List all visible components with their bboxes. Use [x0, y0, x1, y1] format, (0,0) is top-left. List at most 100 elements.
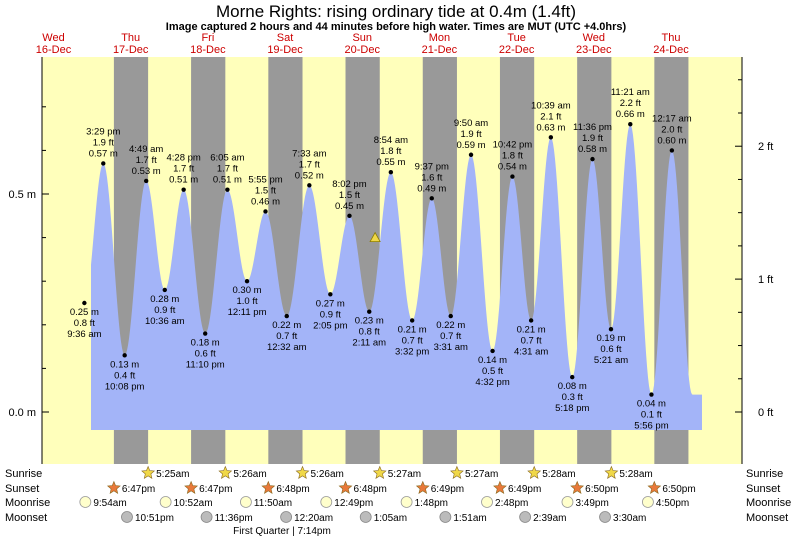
- right-tick-label: 1 ft: [758, 274, 773, 286]
- day-name-label: Sat: [277, 32, 294, 44]
- low-tide-label: 5:18 pm: [555, 403, 589, 414]
- low-tide-label: 2:05 pm: [313, 320, 347, 331]
- high-tide-label: 4:49 am: [129, 144, 163, 155]
- low-tide-label: 0.7 ft: [440, 331, 461, 342]
- low-tide-label: 0.6 ft: [600, 344, 621, 355]
- low-tide-point: [608, 326, 614, 332]
- high-tide-label: 1.7 ft: [173, 164, 194, 175]
- day-date-label: 24-Dec: [653, 44, 689, 56]
- left-axis-ticks: 0.5 m 0.0 m: [8, 106, 49, 419]
- tide-area: [91, 124, 702, 431]
- high-tide-label: 10:39 am: [531, 100, 571, 111]
- moonset-time: 11:36pm: [215, 513, 253, 524]
- high-tide-point: [225, 187, 230, 192]
- sunrise-time: 5:26am: [233, 469, 266, 480]
- moonrise-time: 3:49pm: [575, 498, 608, 509]
- low-tide-label: 3:31 am: [434, 342, 468, 353]
- low-tide-label: 0.27 m: [316, 298, 345, 309]
- low-tide-point: [284, 313, 289, 319]
- high-tide-label: 0.53 m: [132, 166, 161, 177]
- low-tide-label: 9:36 am: [67, 329, 101, 340]
- high-tide-label: 0.60 m: [657, 135, 686, 146]
- day-name-label: Wed: [42, 32, 64, 44]
- low-tide-label: 0.13 m: [110, 359, 139, 370]
- low-tide-point: [528, 318, 534, 323]
- moonset-time: 2:39am: [533, 513, 566, 524]
- right-tick-label: 0 ft: [758, 407, 773, 419]
- low-tide-label: 0.7 ft: [521, 335, 542, 346]
- low-tide-label: 0.30 m: [233, 285, 262, 296]
- low-tide-point: [328, 292, 333, 297]
- low-tide-label: 11:10 pm: [186, 360, 225, 371]
- left-tick-label: 0.5 m: [8, 189, 36, 201]
- low-tide-label: 0.8 ft: [359, 327, 380, 338]
- high-tide-label: 10:42 pm: [493, 140, 533, 151]
- low-tide-label: 5:56 pm: [634, 421, 668, 432]
- high-tide-label: 4:28 pm: [166, 153, 200, 164]
- high-tide-point: [510, 174, 515, 179]
- row-label-right: Moonrise: [746, 497, 791, 509]
- high-tide-label: 1.9 ft: [93, 137, 114, 148]
- sunset-icon: [493, 480, 507, 494]
- moonrise-icon: [320, 496, 333, 508]
- high-tide-label: 11:36 pm: [573, 122, 612, 133]
- high-tide-label: 0.59 m: [457, 140, 486, 151]
- low-tide-label: 0.25 m: [70, 307, 99, 318]
- low-tide-point: [244, 279, 250, 284]
- low-tide-label: 2:11 am: [352, 338, 386, 349]
- low-tide-point: [122, 353, 127, 358]
- high-tide-label: 5:55 pm: [248, 174, 282, 185]
- sunrise-time: 5:27am: [465, 469, 498, 480]
- high-tide-label: 9:50 am: [454, 118, 488, 129]
- low-tide-label: 10:36 am: [145, 316, 185, 327]
- low-tide-label: 0.28 m: [150, 294, 179, 305]
- high-tide-label: 0.57 m: [89, 148, 118, 159]
- moonrise-icon: [561, 496, 574, 508]
- moonset-time: 1:51am: [453, 513, 486, 524]
- day-date-label: 19-Dec: [267, 44, 303, 56]
- high-tide-label: 0.46 m: [251, 196, 280, 207]
- row-label-left: Sunset: [5, 483, 39, 495]
- day-name-label: Fri: [201, 32, 214, 44]
- low-tide-label: 0.9 ft: [320, 309, 341, 320]
- day-date-label: 22-Dec: [499, 44, 535, 56]
- high-tide-point: [388, 170, 394, 175]
- sunset-time: 6:49pm: [431, 484, 464, 495]
- day-name-label: Mon: [429, 32, 450, 44]
- high-tide-label: 1.7 ft: [217, 164, 238, 175]
- moonrise-time: 2:48pm: [495, 498, 528, 509]
- high-tide-label: 7:33 am: [292, 148, 326, 159]
- high-tide-point: [307, 183, 312, 188]
- low-tide-label: 1.0 ft: [236, 296, 257, 307]
- low-tide-label: 4:32 pm: [475, 377, 509, 388]
- sunrise-time: 5:25am: [156, 469, 189, 480]
- low-tide-point: [409, 318, 415, 323]
- high-tide-point: [548, 135, 554, 140]
- row-label-left: Moonset: [5, 512, 47, 524]
- day-name-label: Thu: [661, 32, 680, 44]
- high-tide-point: [628, 122, 633, 127]
- high-tide-point: [143, 178, 149, 184]
- low-tide-label: 4:31 am: [514, 346, 548, 357]
- day-date-label: 18-Dec: [190, 44, 226, 56]
- low-tide-label: 0.7 ft: [276, 331, 297, 342]
- sunset-icon: [338, 480, 353, 494]
- moonrise-time: 9:54am: [93, 498, 126, 509]
- moonset-time: 1:05am: [374, 513, 407, 524]
- low-tide-label: 0.19 m: [596, 333, 625, 344]
- high-tide-label: 1.7 ft: [136, 155, 157, 166]
- high-tide-label: 1.8 ft: [380, 146, 401, 157]
- high-tide-label: 2.1 ft: [540, 111, 561, 122]
- high-tide-label: 2.2 ft: [620, 98, 641, 109]
- day-date-label: 16-Dec: [36, 44, 72, 56]
- high-tide-label: 0.66 m: [616, 109, 645, 120]
- sunrise-time: 5:27am: [388, 469, 421, 480]
- high-tide-label: 1.7 ft: [299, 159, 320, 170]
- sunrise-icon: [372, 465, 387, 479]
- low-tide-point: [82, 300, 87, 306]
- sunrise-icon: [604, 465, 619, 479]
- day-date-label: 23-Dec: [576, 44, 612, 56]
- row-label-right: Sunrise: [746, 468, 783, 480]
- chart-title: Morne Rights: rising ordinary tide at 0.…: [216, 2, 576, 21]
- moonset-time: 3:30am: [613, 513, 646, 524]
